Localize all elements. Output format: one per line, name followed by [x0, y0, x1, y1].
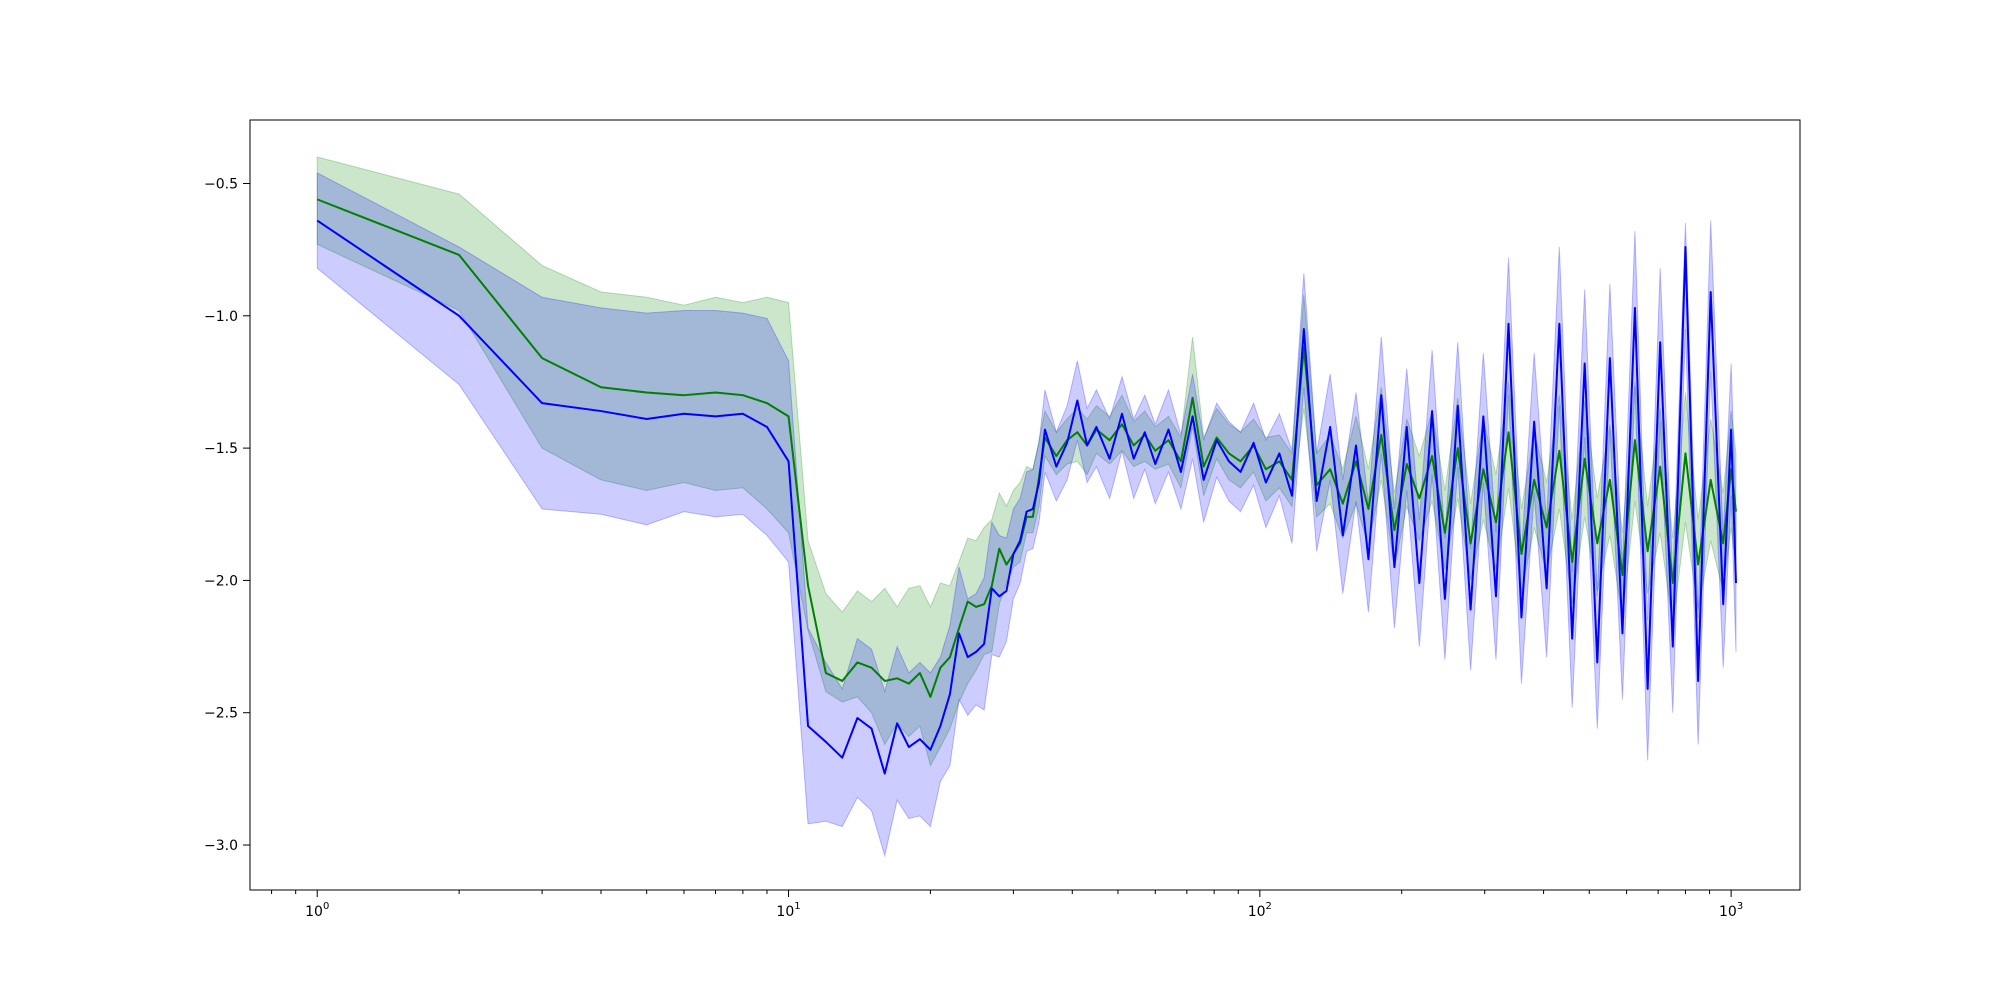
x-axis: 100 101 102 103: [271, 890, 1743, 920]
plot-frame: [249, 119, 1801, 891]
y-tick-label: −2.5: [204, 706, 238, 722]
series-lines: [316, 198, 1737, 775]
series-1-line: [316, 219, 1737, 775]
y-tick-label: −3.0: [204, 838, 238, 854]
y-tick-label: −2.0: [204, 573, 238, 589]
x-tick-label: 101: [776, 901, 800, 920]
x-tick-label: 100: [305, 901, 329, 920]
y-tick-label: −0.5: [204, 177, 238, 193]
x-tick-label: 102: [1248, 901, 1272, 920]
y-tick-label: −1.0: [204, 309, 238, 325]
x-tick-label: 103: [1719, 901, 1743, 920]
y-tick-label: −1.5: [204, 441, 238, 457]
y-axis: −0.5 −1.0 −1.5 −2.0 −2.5 −3.0: [204, 177, 250, 854]
